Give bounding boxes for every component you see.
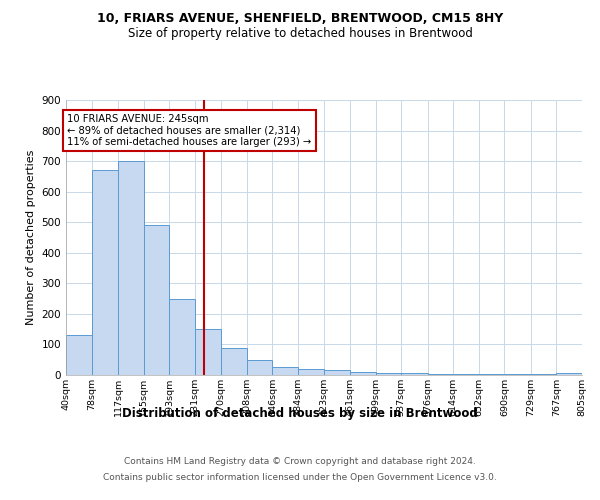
Bar (247, 360, 272, 375)
Bar (195, 329, 221, 375)
Bar (401, 374, 428, 375)
Text: 10, FRIARS AVENUE, SHENFIELD, BRENTWOOD, CM15 8HY: 10, FRIARS AVENUE, SHENFIELD, BRENTWOOD,… (97, 12, 503, 26)
Text: 10 FRIARS AVENUE: 245sqm
← 89% of detached houses are smaller (2,314)
11% of sem: 10 FRIARS AVENUE: 245sqm ← 89% of detach… (67, 114, 311, 147)
Text: Size of property relative to detached houses in Brentwood: Size of property relative to detached ho… (128, 28, 472, 40)
Text: Contains public sector information licensed under the Open Government Licence v3: Contains public sector information licen… (103, 472, 497, 482)
Bar (376, 372, 401, 375)
Text: Distribution of detached houses by size in Brentwood: Distribution of detached houses by size … (122, 408, 478, 420)
Bar (118, 161, 143, 375)
Bar (556, 372, 582, 375)
Bar (221, 348, 247, 375)
Bar (350, 372, 376, 375)
Bar (505, 374, 531, 375)
Bar (272, 368, 298, 375)
Bar (143, 226, 169, 375)
Bar (325, 370, 350, 375)
Bar (298, 369, 325, 375)
Bar (92, 170, 118, 375)
Y-axis label: Number of detached properties: Number of detached properties (26, 150, 36, 325)
Bar (428, 374, 453, 375)
Bar (66, 336, 92, 375)
Bar (453, 374, 479, 375)
Bar (531, 374, 556, 375)
Text: Contains HM Land Registry data © Crown copyright and database right 2024.: Contains HM Land Registry data © Crown c… (124, 458, 476, 466)
Bar (169, 298, 195, 375)
Bar (479, 374, 505, 375)
